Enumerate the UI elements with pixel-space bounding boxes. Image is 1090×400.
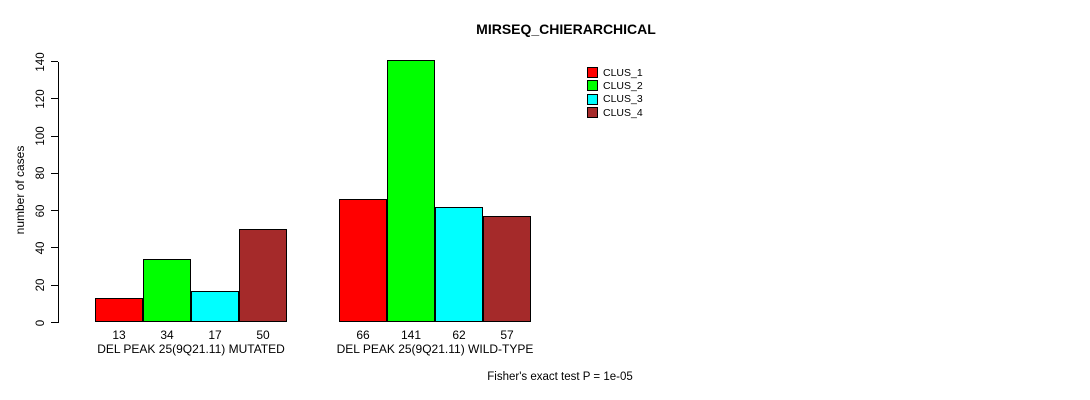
bar-clus_1-group2 [339,199,387,323]
legend-label: CLUS_1 [603,66,643,79]
y-axis-line [57,61,59,323]
bar-value-label: 34 [160,327,174,342]
legend: CLUS_1 CLUS_2 CLUS_3 CLUS_4 [587,66,643,119]
legend-swatch-clus_4 [587,107,598,119]
bar-clus_2-group1 [143,259,191,323]
y-tick-mark [50,247,58,249]
y-tick-label: 80 [35,166,47,180]
bar-value-label: 141 [400,327,422,342]
bar-clus_2-group2 [387,59,435,323]
legend-swatch-clus_3 [587,93,598,105]
y-tick-label: 100 [35,126,47,146]
y-tick-label: 0 [35,319,47,326]
legend-swatch-clus_1 [587,67,598,79]
y-tick-mark [50,61,58,62]
legend-label: CLUS_4 [603,106,643,119]
y-axis-title: number of cases [13,145,27,235]
y-tick-mark [50,284,58,286]
annotation-text: Fisher's exact test P = 1e-05 [487,371,633,383]
bar-value-label: 50 [256,327,270,342]
group-label: DEL PEAK 25(9Q21.11) WILD-TYPE [336,342,534,356]
y-tick-label: 20 [35,278,47,292]
bar-clus_4-group2 [483,216,531,323]
bar-value-label: 17 [208,327,222,342]
y-tick-mark [50,98,58,100]
y-tick-mark [50,210,58,212]
chart-title: MIRSEQ_CHIERARCHICAL [476,21,656,37]
y-tick-label: 140 [35,51,47,72]
legend-item: CLUS_4 [587,106,643,119]
legend-item: CLUS_3 [587,93,643,106]
bar-clus_3-group2 [435,206,483,323]
legend-label: CLUS_3 [603,93,643,106]
bar-value-label: 66 [356,327,370,342]
bar-clus_4-group1 [239,229,287,323]
y-tick-mark [50,172,58,174]
legend-label: CLUS_2 [603,79,643,92]
y-tick-mark [50,135,58,137]
bar-value-label: 13 [112,327,126,342]
y-tick-mark [50,322,58,323]
bar-value-label: 57 [500,327,514,342]
bar-value-label: 62 [452,327,466,342]
y-tick-label: 60 [35,204,47,218]
legend-item: CLUS_1 [587,66,643,79]
legend-item: CLUS_2 [587,79,643,92]
y-tick-label: 120 [35,89,47,109]
y-tick-label: 40 [35,241,47,255]
legend-swatch-clus_2 [587,80,598,92]
bar-clus_1-group1 [95,298,143,323]
bar-clus_3-group1 [191,290,239,323]
group-label: DEL PEAK 25(9Q21.11) MUTATED [97,342,285,356]
